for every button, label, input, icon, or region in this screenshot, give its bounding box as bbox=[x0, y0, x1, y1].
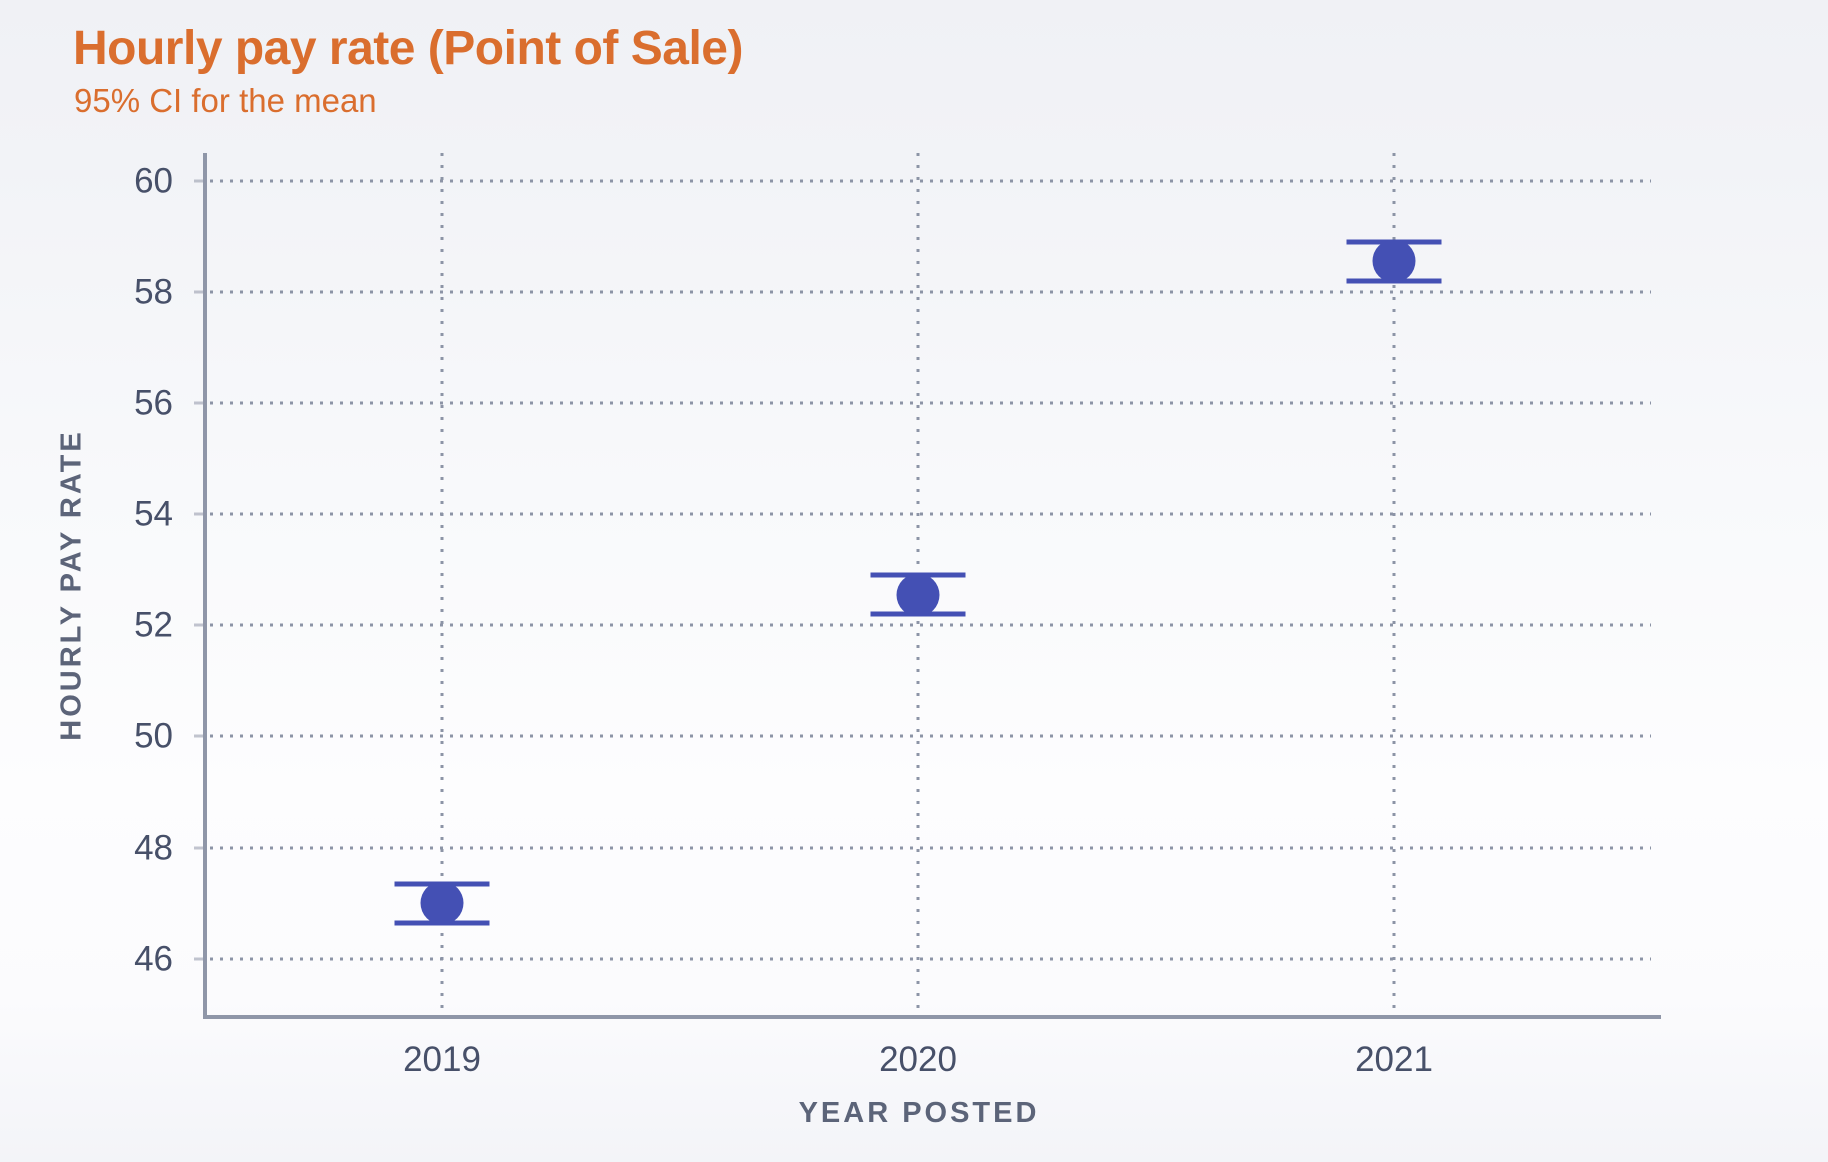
x-tick-label-2019: 2019 bbox=[403, 1040, 481, 1079]
y-tick-label-56: 56 bbox=[134, 383, 173, 423]
y-tick-label-48: 48 bbox=[134, 828, 173, 868]
y-axis-line bbox=[203, 153, 207, 1019]
gridline-y-52 bbox=[210, 623, 1651, 627]
y-axis-title: HOURLY PAY RATE bbox=[55, 429, 88, 741]
y-tick-mark-60 bbox=[194, 179, 203, 183]
gridline-y-56 bbox=[210, 401, 1651, 405]
gridline-y-48 bbox=[210, 846, 1651, 850]
y-tick-label-52: 52 bbox=[134, 605, 173, 645]
y-tick-mark-58 bbox=[194, 290, 203, 294]
gridline-y-50 bbox=[210, 734, 1651, 738]
gridline-y-54 bbox=[210, 512, 1651, 516]
chart-title: Hourly pay rate (Point of Sale) bbox=[73, 22, 743, 75]
gridline-y-46 bbox=[210, 957, 1651, 961]
y-tick-mark-54 bbox=[194, 512, 203, 516]
y-tick-label-58: 58 bbox=[134, 272, 173, 312]
y-tick-label-60: 60 bbox=[134, 161, 173, 201]
chart-subtitle: 95% CI for the mean bbox=[74, 82, 377, 119]
x-axis-line bbox=[203, 1015, 1661, 1019]
y-tick-mark-52 bbox=[194, 623, 203, 627]
y-tick-label-50: 50 bbox=[134, 716, 173, 756]
x-tick-label-2021: 2021 bbox=[1355, 1040, 1433, 1079]
y-tick-mark-46 bbox=[194, 957, 203, 961]
y-tick-mark-56 bbox=[194, 401, 203, 405]
y-tick-label-54: 54 bbox=[134, 494, 173, 534]
x-axis-title: YEAR POSTED bbox=[798, 1097, 1040, 1129]
gridline-y-58 bbox=[210, 290, 1651, 294]
data-point-2019[interactable] bbox=[420, 881, 464, 925]
gridline-y-60 bbox=[210, 179, 1651, 183]
gridline-x-2021 bbox=[1392, 153, 1396, 1017]
y-tick-mark-48 bbox=[194, 846, 203, 850]
data-point-2020[interactable] bbox=[896, 573, 940, 617]
y-tick-mark-50 bbox=[194, 734, 203, 738]
plot-area: HOURLY PAY RATE YEAR POSTED 46 48 50 52 54 56… bbox=[56, 153, 1661, 1129]
data-point-2021[interactable] bbox=[1372, 239, 1416, 283]
x-tick-label-2020: 2020 bbox=[879, 1040, 957, 1079]
gridline-x-2019 bbox=[440, 153, 444, 1017]
y-tick-label-46: 46 bbox=[134, 939, 173, 979]
